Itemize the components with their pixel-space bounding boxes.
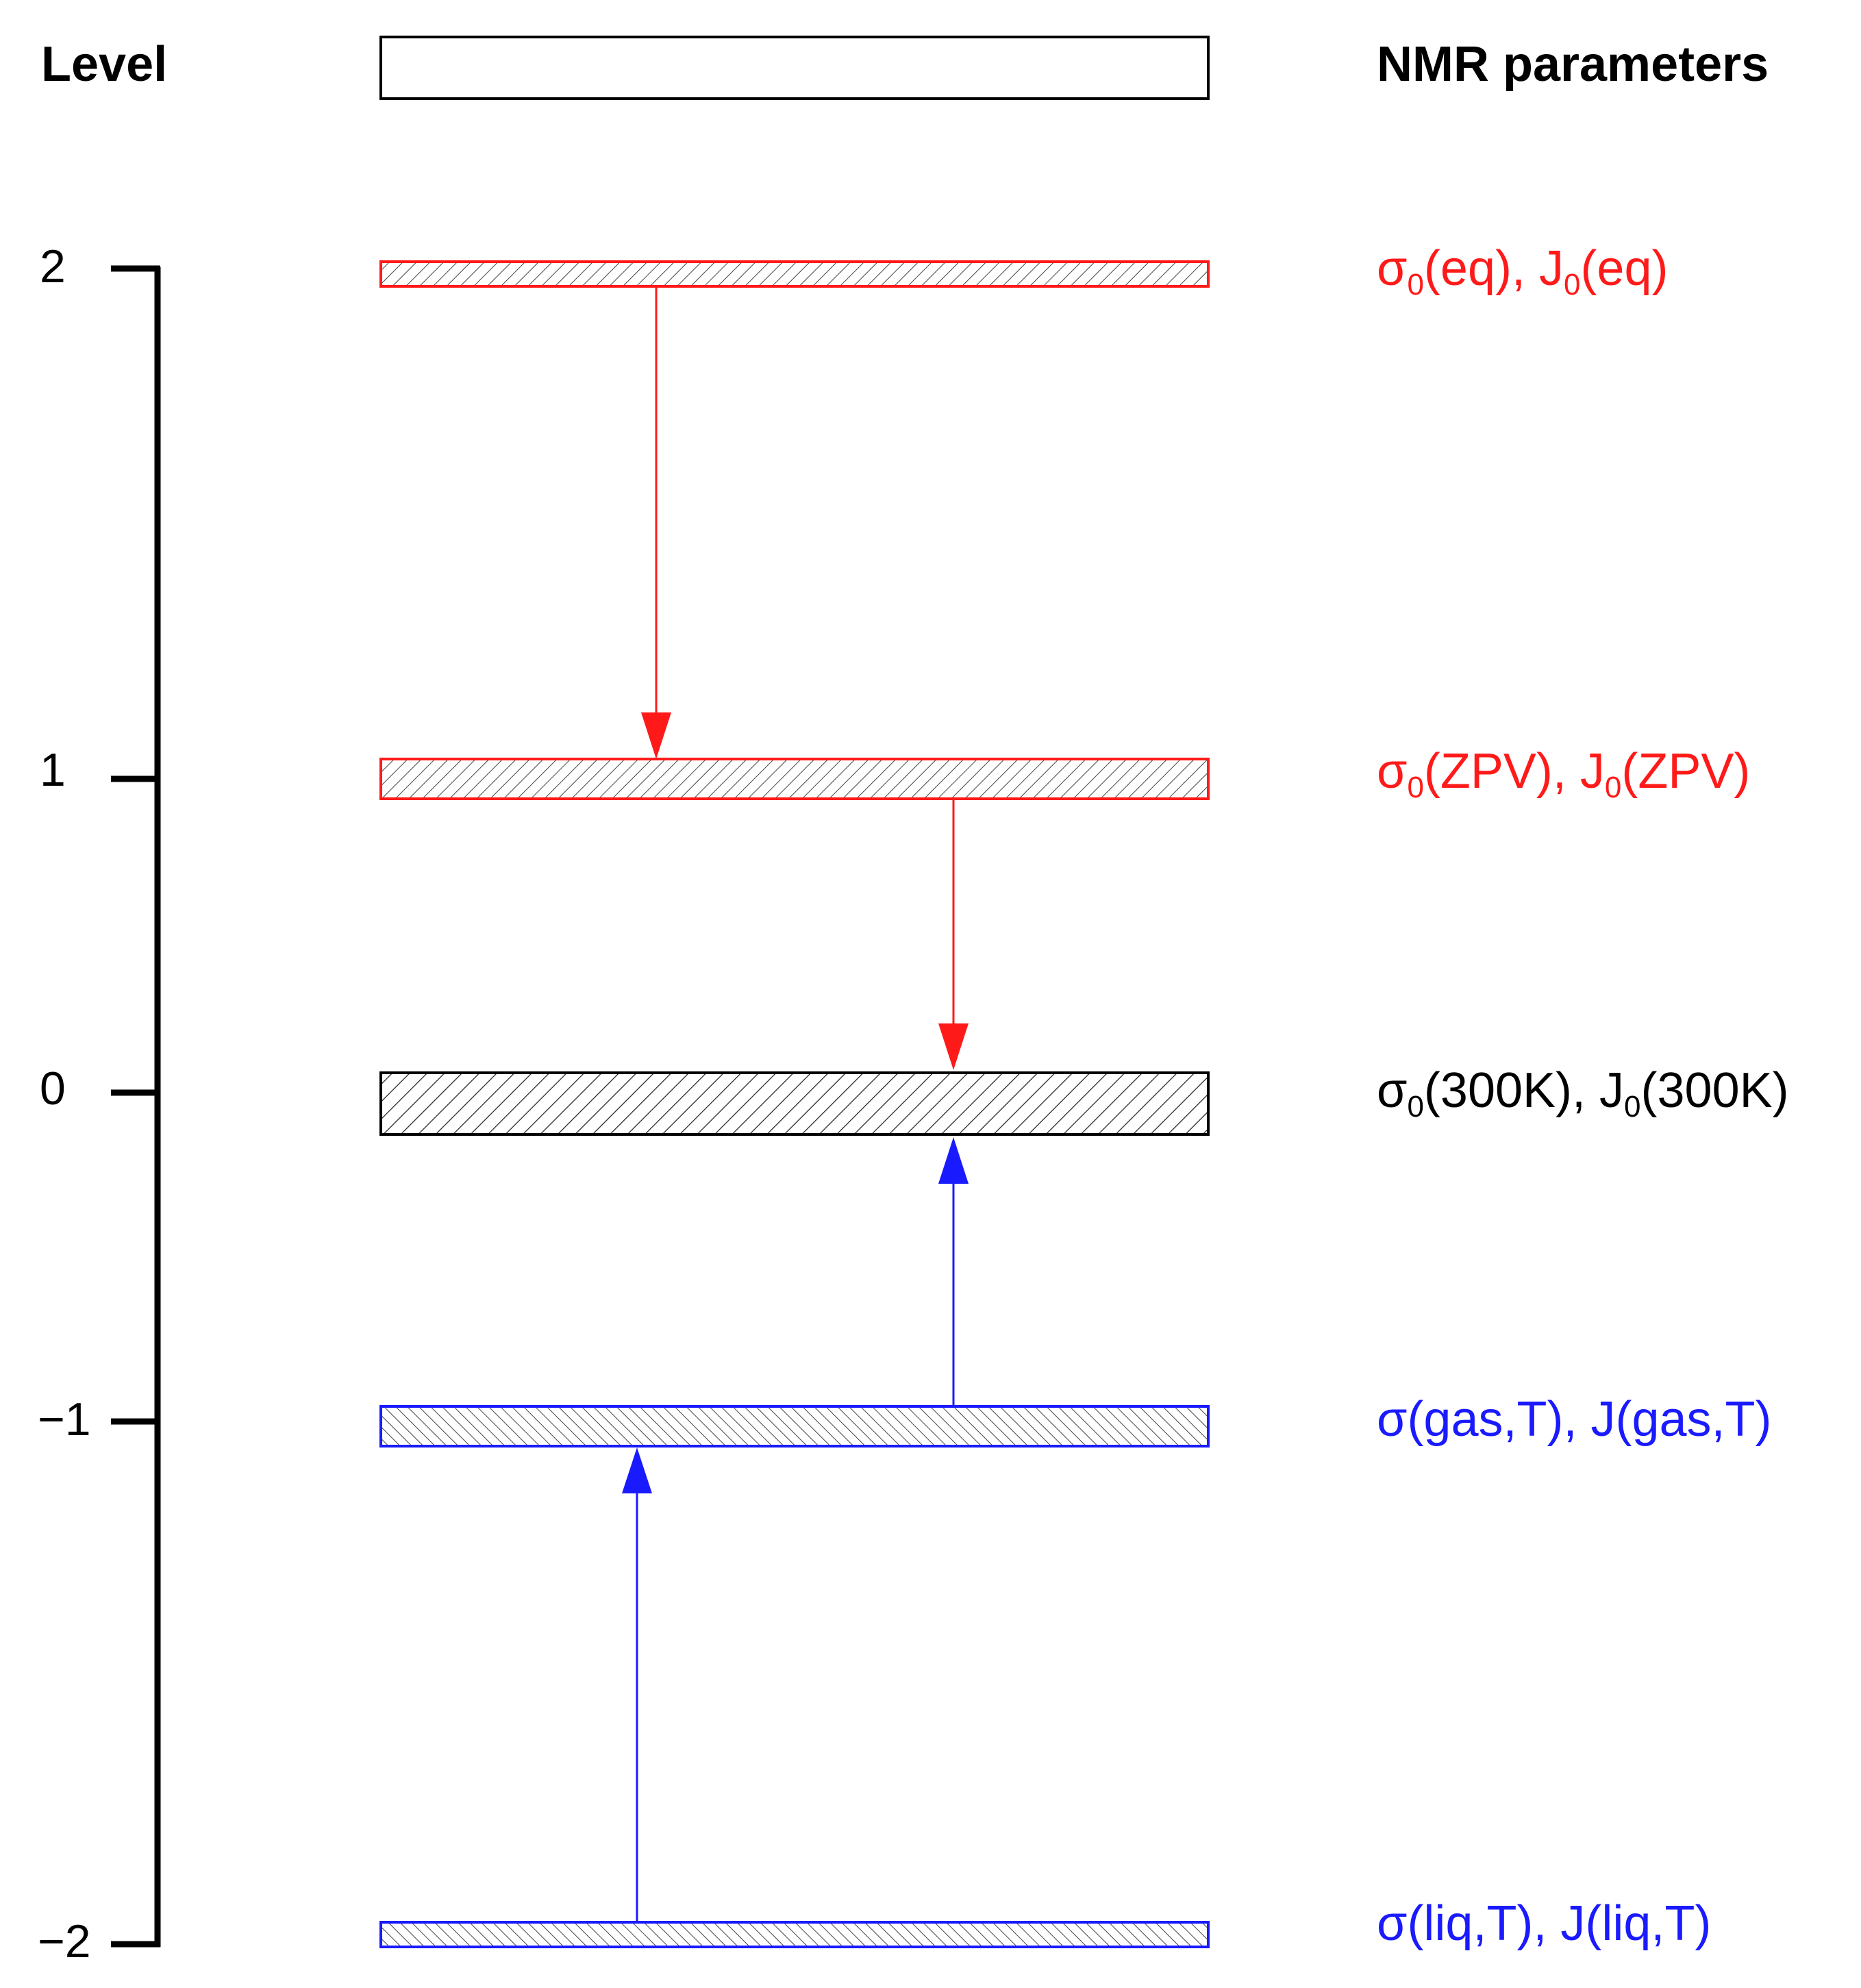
subscript: 0: [1407, 1090, 1424, 1123]
level-bar-eq: [379, 260, 1210, 288]
symbol: σ: [1377, 1896, 1408, 1951]
argument: (liq,T),: [1407, 1896, 1561, 1951]
symbol: σ: [1377, 241, 1408, 296]
symbol: σ: [1377, 744, 1408, 799]
level-bar-liq: [379, 1921, 1210, 1948]
subscript: 0: [1407, 771, 1424, 804]
arrow-zpv-to-300k: [938, 799, 969, 1070]
argument: (300K),: [1423, 1063, 1600, 1118]
symbol: J: [1599, 1063, 1625, 1118]
tick-label-1: 1: [40, 744, 66, 796]
symbol: J: [1560, 1896, 1586, 1951]
level-bar-zpv: [379, 758, 1210, 800]
param-label-eq: σ0(eq), J0(eq): [1377, 244, 1669, 300]
symbol: σ: [1377, 1063, 1408, 1118]
nmr-parameters-header: NMR parameters: [1377, 37, 1769, 92]
level-bar-300k: [379, 1071, 1210, 1136]
argument: (ZPV),: [1423, 744, 1580, 799]
tick-label-minus-2: −2: [38, 1915, 91, 1967]
tick-label-minus-1: −1: [38, 1393, 91, 1445]
symbol: J: [1590, 1392, 1616, 1447]
arrow-liq-to-gas: [622, 1447, 652, 1922]
param-label-gas: σ(gas,T), J(gas,T): [1377, 1395, 1772, 1444]
tick-label-0: 0: [40, 1063, 66, 1115]
param-label-300k: σ0(300K), J0(300K): [1377, 1066, 1789, 1122]
symbol: σ: [1377, 1392, 1408, 1447]
level-bar-gas: [379, 1405, 1210, 1447]
argument: (eq),: [1423, 241, 1539, 296]
subscript: 0: [1624, 1090, 1641, 1123]
top-empty-box: [379, 36, 1210, 100]
arrow-gas-to-300k: [938, 1137, 969, 1406]
param-label-zpv: σ0(ZPV), J0(ZPV): [1377, 747, 1750, 803]
subscript: 0: [1407, 268, 1424, 301]
argument: (ZPV): [1621, 744, 1751, 799]
level-header: Level: [41, 37, 168, 92]
subscript: 0: [1604, 771, 1622, 804]
symbol: J: [1579, 744, 1605, 799]
symbol: J: [1538, 241, 1564, 296]
argument: (liq,T): [1585, 1896, 1712, 1951]
argument: (eq): [1580, 241, 1669, 296]
arrow-eq-to-zpv: [641, 286, 671, 759]
param-label-liq: σ(liq,T), J(liq,T): [1377, 1899, 1711, 1948]
argument: (gas,T): [1615, 1392, 1772, 1447]
argument: (300K): [1640, 1063, 1789, 1118]
argument: (gas,T),: [1407, 1392, 1591, 1447]
subscript: 0: [1563, 268, 1581, 301]
tick-label-2: 2: [40, 240, 66, 293]
